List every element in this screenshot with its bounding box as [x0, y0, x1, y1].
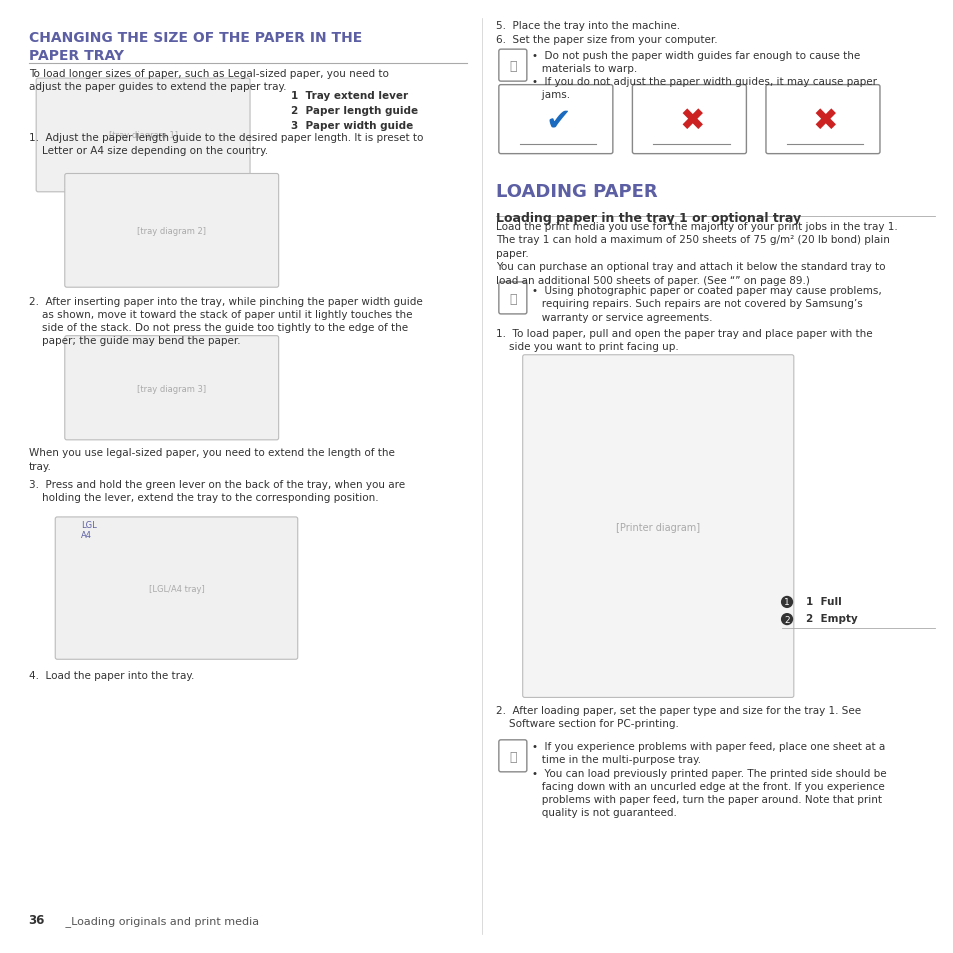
Text: 2  Empty: 2 Empty	[805, 614, 857, 623]
Text: 1  Tray extend lever: 1 Tray extend lever	[291, 91, 408, 100]
Text: [Printer diagram]: [Printer diagram]	[616, 522, 700, 532]
FancyBboxPatch shape	[36, 79, 250, 193]
Text: 36: 36	[29, 913, 45, 926]
Text: ✖: ✖	[812, 107, 837, 135]
Text: _Loading originals and print media: _Loading originals and print media	[62, 916, 259, 926]
Text: To load longer sizes of paper, such as Legal-sized paper, you need to
adjust the: To load longer sizes of paper, such as L…	[29, 69, 388, 91]
Text: [tray diagram 3]: [tray diagram 3]	[137, 384, 206, 394]
FancyBboxPatch shape	[498, 283, 526, 314]
Text: 3  Paper width guide: 3 Paper width guide	[291, 121, 413, 131]
Text: 5.  Place the tray into the machine.: 5. Place the tray into the machine.	[496, 21, 679, 30]
Text: Load the print media you use for the majority of your print jobs in the tray 1.
: Load the print media you use for the maj…	[496, 222, 897, 258]
Text: When you use legal-sized paper, you need to extend the length of the
tray.: When you use legal-sized paper, you need…	[29, 448, 395, 471]
Text: Loading paper in the tray 1 or optional tray: Loading paper in the tray 1 or optional …	[496, 212, 801, 225]
Text: A4: A4	[81, 531, 92, 539]
FancyBboxPatch shape	[498, 51, 526, 82]
Text: [tray diagram 1]: [tray diagram 1]	[109, 131, 177, 140]
Text: 1.  To load paper, pull and open the paper tray and place paper with the
    sid: 1. To load paper, pull and open the pape…	[496, 329, 872, 352]
FancyBboxPatch shape	[765, 86, 879, 154]
Text: [tray diagram 2]: [tray diagram 2]	[137, 227, 206, 236]
Text: Ⓜ: Ⓜ	[509, 60, 517, 73]
Text: 2: 2	[783, 615, 789, 624]
Text: 6.  Set the paper size from your computer.: 6. Set the paper size from your computer…	[496, 35, 717, 45]
Text: 1: 1	[783, 598, 789, 607]
FancyBboxPatch shape	[522, 355, 793, 698]
Text: LOADING PAPER: LOADING PAPER	[496, 183, 657, 201]
Text: ✔: ✔	[545, 107, 570, 135]
Text: Ⓜ: Ⓜ	[509, 293, 517, 306]
Text: 1.  Adjust the paper length guide to the desired paper length. It is preset to
 : 1. Adjust the paper length guide to the …	[29, 132, 422, 155]
Text: 2.  After loading paper, set the paper type and size for the tray 1. See
    Sof: 2. After loading paper, set the paper ty…	[496, 705, 861, 728]
Text: 3.  Press and hold the green lever on the back of the tray, when you are
    hol: 3. Press and hold the green lever on the…	[29, 479, 404, 502]
Text: •  Using photographic paper or coated paper may cause problems,
   requiring rep: • Using photographic paper or coated pap…	[532, 286, 882, 322]
FancyBboxPatch shape	[498, 86, 612, 154]
Text: LGL: LGL	[81, 520, 97, 529]
FancyBboxPatch shape	[55, 517, 297, 659]
Text: 1  Full: 1 Full	[805, 597, 841, 606]
Text: CHANGING THE SIZE OF THE PAPER IN THE
PAPER TRAY: CHANGING THE SIZE OF THE PAPER IN THE PA…	[29, 30, 361, 63]
Text: Ⓜ: Ⓜ	[509, 750, 517, 763]
Text: ✖: ✖	[679, 107, 703, 135]
Text: You can purchase an optional tray and attach it below the standard tray to
load : You can purchase an optional tray and at…	[496, 262, 884, 285]
FancyBboxPatch shape	[65, 336, 278, 440]
Text: 2.  After inserting paper into the tray, while pinching the paper width guide
  : 2. After inserting paper into the tray, …	[29, 296, 422, 346]
FancyBboxPatch shape	[632, 86, 745, 154]
Text: 4.  Load the paper into the tray.: 4. Load the paper into the tray.	[29, 670, 193, 679]
Text: •  If you experience problems with paper feed, place one sheet at a
   time in t: • If you experience problems with paper …	[532, 741, 886, 818]
Text: 2  Paper length guide: 2 Paper length guide	[291, 106, 417, 115]
FancyBboxPatch shape	[498, 740, 526, 772]
Text: [LGL/A4 tray]: [LGL/A4 tray]	[149, 584, 204, 594]
Text: •  Do not push the paper width guides far enough to cause the
   materials to wa: • Do not push the paper width guides far…	[532, 51, 877, 100]
FancyBboxPatch shape	[65, 174, 278, 288]
